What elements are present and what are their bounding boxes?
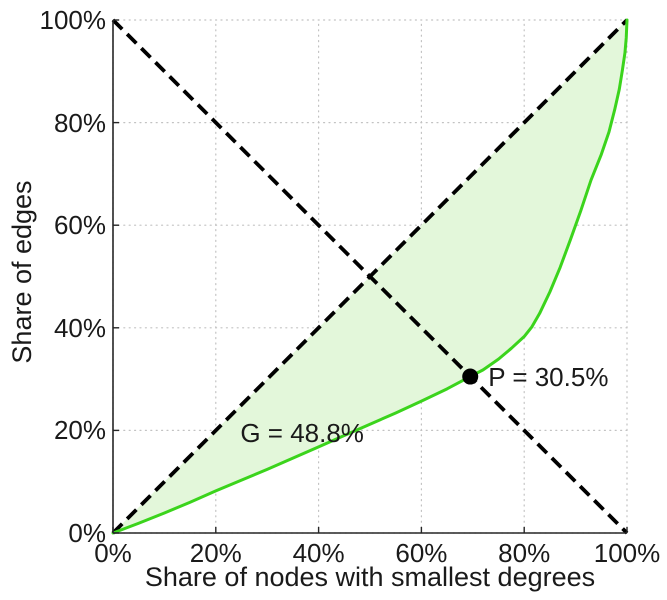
y-tick-label: 100%	[39, 5, 107, 35]
lorenz-curve-line	[111, 18, 629, 535]
y-tick-label: 60%	[53, 210, 106, 241]
x-tick-label: 80%	[498, 538, 551, 568]
y-tick-label: 20%	[53, 415, 106, 446]
x-tick-label: 0%	[94, 538, 132, 568]
y-axis-label: Share of edges	[7, 180, 37, 364]
x-tick-label: 100%	[593, 538, 661, 568]
anti-diagonal-line	[111, 18, 629, 535]
y-tick-label: 40%	[53, 312, 106, 343]
x-tick-label: 40%	[292, 538, 345, 568]
intersection-point	[462, 368, 479, 385]
y-tick-label: 80%	[53, 107, 106, 138]
y-tick-label: 0%	[68, 518, 106, 548]
point-annotation: P = 30.5%	[488, 362, 609, 393]
gini-annotation: G = 48.8%	[240, 417, 364, 448]
x-tick-label: 60%	[395, 538, 448, 568]
x-tick-label: 20%	[189, 538, 242, 568]
x-axis-label: Share of nodes with smallest degrees	[144, 562, 596, 592]
